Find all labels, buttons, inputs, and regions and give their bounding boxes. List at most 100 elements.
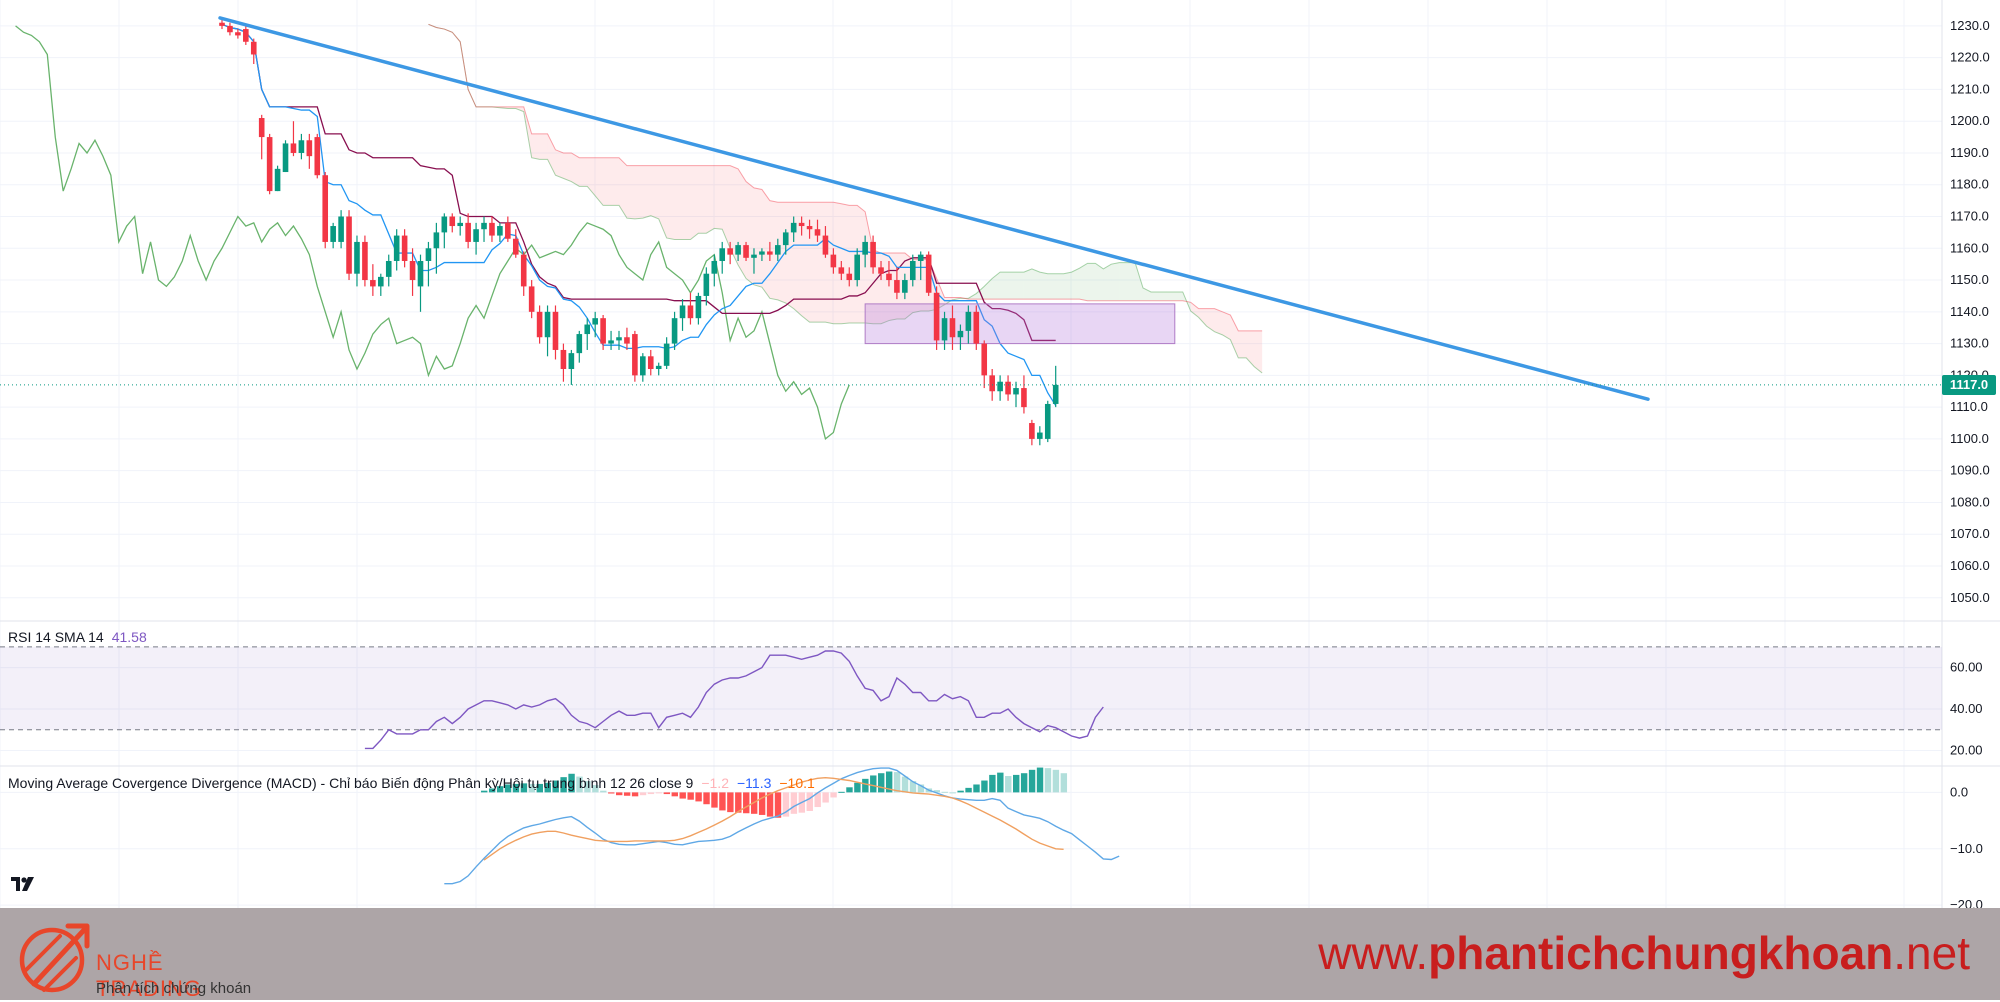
- candle-body: [1044, 403, 1051, 439]
- cloud-segment: [1254, 330, 1263, 373]
- cloud-segment: [849, 205, 858, 323]
- cloud-segment: [1150, 291, 1159, 301]
- candle: [767, 241, 773, 261]
- price-pane[interactable]: [0, 16, 1942, 446]
- candle-body: [949, 318, 956, 338]
- candle-body: [925, 254, 932, 293]
- candle-body: [505, 222, 511, 239]
- candle: [235, 29, 241, 39]
- macd-histogram-bar: [917, 784, 925, 793]
- candle: [584, 318, 591, 350]
- cloud-segment: [507, 106, 516, 109]
- candle: [965, 305, 972, 344]
- macd-histogram-bar: [552, 780, 559, 793]
- macd-histogram-bar: [616, 792, 623, 796]
- cloud-segment: [896, 253, 905, 319]
- price-tick-label: 1050.0: [1950, 590, 1990, 605]
- candle: [949, 305, 956, 350]
- candle: [925, 251, 932, 296]
- candle-body: [854, 254, 860, 281]
- candle-body: [592, 318, 598, 325]
- rsi-title: RSI 14 SMA 14: [8, 629, 104, 645]
- candle: [917, 251, 924, 281]
- macd-signal-line: [483, 776, 1064, 861]
- macd-legend: Moving Average Covergence Divergence (MA…: [8, 775, 815, 791]
- cloud-segment: [1143, 287, 1151, 301]
- candle-body: [671, 318, 678, 344]
- candle: [266, 133, 273, 195]
- candle-body: [909, 260, 916, 281]
- cloud-segment: [1119, 262, 1128, 301]
- macd-histogram-bar: [997, 772, 1004, 793]
- candle-body: [560, 349, 567, 370]
- candle: [282, 140, 289, 173]
- candle-body: [973, 311, 980, 344]
- cloud-segment: [1008, 272, 1016, 300]
- macd-histogram-bar: [735, 792, 742, 813]
- conversion-line: [221, 23, 1057, 406]
- candle-body: [370, 280, 376, 287]
- candle-body: [989, 375, 995, 392]
- cloud-segment: [1198, 308, 1207, 327]
- macd-histogram-bar: [862, 778, 869, 793]
- candle: [362, 235, 368, 287]
- candle: [250, 38, 257, 65]
- cloud-segment: [1039, 272, 1048, 300]
- macd-histogram-bar: [711, 792, 718, 808]
- candle-body: [886, 273, 892, 281]
- candle-body: [346, 216, 352, 274]
- candle-body: [512, 238, 519, 255]
- macd-histogram-bar: [600, 790, 607, 793]
- macd-histogram: [481, 767, 1068, 818]
- candle-body: [1005, 381, 1011, 395]
- macd-histogram-bar: [1020, 773, 1028, 793]
- price-tick-label: 1090.0: [1950, 463, 1990, 478]
- candle: [997, 375, 1003, 401]
- macd-histogram-bar: [822, 792, 829, 803]
- macd-signal-value: −10.1: [779, 775, 815, 791]
- candle: [1005, 375, 1011, 401]
- macd-histogram-bar: [989, 774, 996, 793]
- candle-body: [528, 286, 535, 312]
- macd-histogram-bar: [893, 772, 901, 793]
- macd-histogram-bar: [933, 790, 940, 793]
- downtrend-line: [218, 16, 1650, 401]
- website-link[interactable]: www.phantichchungkhoan.net: [1318, 926, 1970, 980]
- macd-histogram-bar: [1060, 773, 1068, 793]
- cloud-segment: [658, 165, 667, 238]
- candle-body: [679, 305, 686, 319]
- macd-histogram-bar: [623, 792, 631, 796]
- candle: [560, 343, 567, 382]
- cloud-segment: [626, 165, 635, 219]
- cloud-segment: [1079, 263, 1088, 301]
- cloud-segment: [531, 133, 540, 160]
- cloud-segment: [1047, 273, 1056, 300]
- rsi-pane[interactable]: [0, 646, 1942, 750]
- cloud-segment: [809, 202, 818, 323]
- cloud-segment: [499, 106, 508, 109]
- macd-title: Moving Average Covergence Divergence (MA…: [8, 775, 694, 791]
- macd-histogram-bar: [504, 784, 512, 793]
- candle: [505, 216, 511, 242]
- macd-tick-label: 0.0: [1950, 784, 1968, 799]
- macd-pane[interactable]: [444, 767, 1120, 885]
- macd-histogram-bar: [1013, 774, 1020, 793]
- cloud-segment: [714, 165, 723, 230]
- brand-block: NGHỀ TRADING Phân tích chứng khoán: [14, 912, 274, 1001]
- candle-body: [243, 29, 249, 42]
- footer-banner: NGHỀ TRADING Phân tích chứng khoán www.p…: [0, 908, 2000, 1001]
- candle: [806, 219, 813, 239]
- tradingview-logo-icon[interactable]: [10, 875, 40, 895]
- price-tick-label: 1150.0: [1950, 272, 1989, 287]
- price-axis[interactable]: 1050.0 1060.0 1070.0 1080.0 1090.0 1100.0 1110…: [1950, 18, 1990, 912]
- macd-histogram-bar: [592, 785, 599, 793]
- candle: [743, 241, 749, 261]
- site-name: phantichchungkhoan: [1428, 927, 1894, 979]
- price-tick-label: 1060.0: [1950, 558, 1990, 573]
- cloud-segment: [1063, 272, 1072, 300]
- cloud-segment: [1222, 311, 1231, 340]
- cloud-segment: [674, 165, 683, 240]
- cloud-segment: [523, 106, 532, 158]
- cloud-segment: [1190, 302, 1199, 318]
